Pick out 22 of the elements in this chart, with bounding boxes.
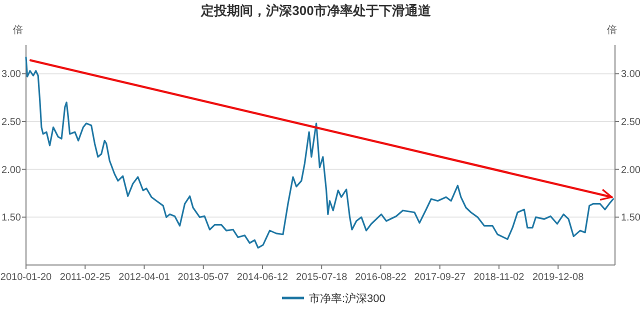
legend-label: 市净率:沪深300 — [309, 292, 386, 305]
x-tick-label: 2010-01-20 — [0, 272, 52, 283]
x-tick-label: 2014-06-12 — [236, 272, 288, 283]
x-tick-label: 2019-12-08 — [532, 272, 584, 283]
x-tick-label: 2012-04-01 — [118, 272, 170, 283]
x-tick-label: 2015-07-18 — [296, 272, 348, 283]
y2-axis-title: 倍 — [607, 24, 617, 36]
x-tick-label: 2013-05-07 — [178, 272, 230, 283]
y2-tick-label: 2.50 — [621, 117, 641, 128]
y2-tick-label: 2.00 — [621, 164, 641, 176]
y-tick-label: 2.50 — [2, 117, 22, 128]
chart-title: 定投期间，沪深300市净率处于下滑通道 — [200, 3, 432, 18]
x-tick-label: 2011-02-25 — [60, 272, 111, 283]
x-tick-label: 2018-11-02 — [474, 272, 525, 283]
y-axis-title: 倍 — [13, 24, 23, 36]
y-tick-label: 3.00 — [2, 69, 22, 80]
y-tick-label: 2.00 — [2, 164, 22, 176]
x-tick-label: 2016-08-22 — [355, 272, 407, 283]
y-tick-label: 1.50 — [2, 212, 22, 224]
x-tick-label: 2017-09-27 — [414, 272, 466, 283]
y2-tick-label: 3.00 — [621, 69, 641, 80]
y2-tick-label: 1.50 — [621, 212, 641, 224]
